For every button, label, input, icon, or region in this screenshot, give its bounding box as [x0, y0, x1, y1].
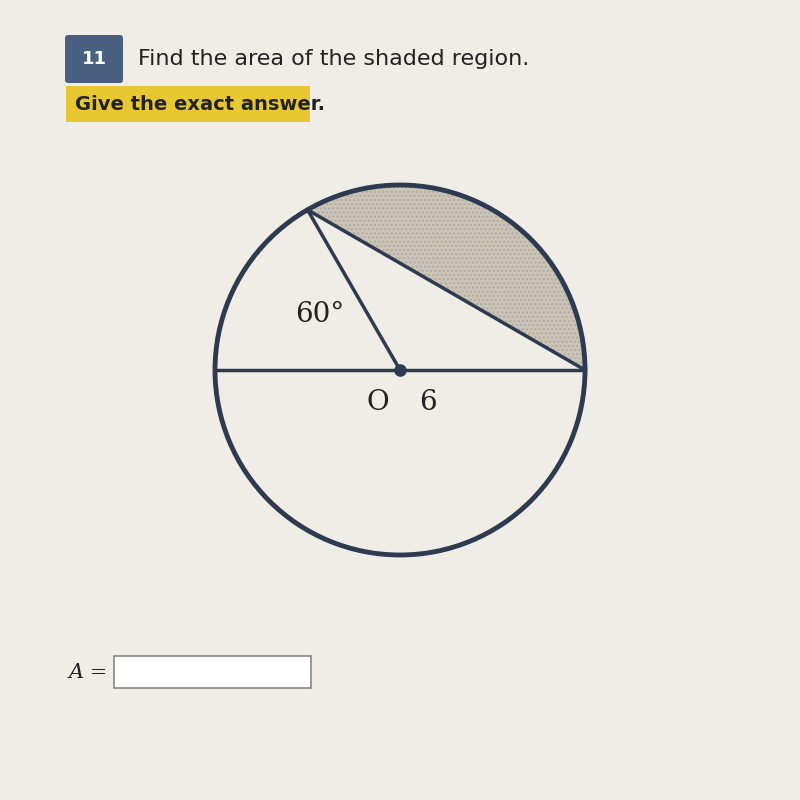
FancyBboxPatch shape: [114, 656, 311, 688]
Text: 11: 11: [82, 50, 106, 68]
Polygon shape: [307, 185, 585, 370]
Text: 6: 6: [419, 389, 437, 415]
FancyBboxPatch shape: [65, 35, 123, 83]
Text: Find the area of the shaded region.: Find the area of the shaded region.: [138, 49, 530, 69]
FancyBboxPatch shape: [66, 86, 310, 122]
Text: A =: A =: [69, 662, 108, 682]
Text: O: O: [366, 389, 390, 415]
Text: 60°: 60°: [295, 302, 345, 329]
Text: Give the exact answer.: Give the exact answer.: [75, 94, 325, 114]
